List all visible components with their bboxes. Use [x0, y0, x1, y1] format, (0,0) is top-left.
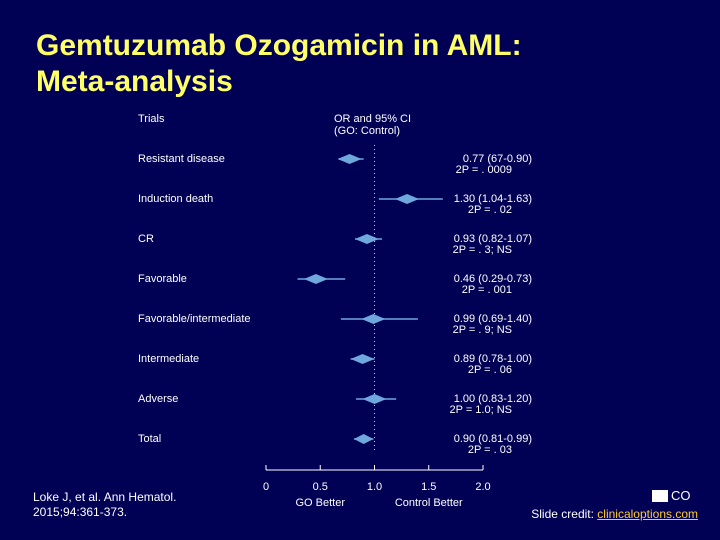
- p-value-text: 2P = . 02: [468, 204, 512, 216]
- or-ci-text: 1.00 (0.83-1.20): [454, 393, 532, 405]
- or-point-marker: [362, 394, 387, 404]
- or-point-marker: [395, 194, 420, 204]
- x-tick-label: 1.0: [367, 481, 382, 493]
- p-value-text: 2P = . 03: [468, 444, 512, 456]
- column-header-or-line1: OR and 95% CI: [334, 113, 411, 125]
- slide-title-line1: Gemtuzumab Ozogamicin in AML:: [36, 29, 522, 62]
- row-label: Induction death: [138, 193, 213, 205]
- slide-title-line2: Meta-analysis: [36, 65, 233, 98]
- row-label: CR: [138, 233, 154, 245]
- or-ci-text: 0.93 (0.82-1.07): [454, 233, 532, 245]
- column-header-trials: Trials: [138, 113, 165, 125]
- p-value-text: 2P = . 3; NS: [453, 244, 512, 256]
- row-label: Resistant disease: [138, 153, 225, 165]
- p-value-text: 2P = 1.0; NS: [450, 404, 512, 416]
- or-point-marker: [354, 234, 379, 244]
- p-value-text: 2P = . 9; NS: [453, 324, 512, 336]
- x-tick-label: 2.0: [475, 481, 490, 493]
- or-point-marker: [353, 434, 374, 444]
- slide-title: Gemtuzumab Ozogamicin in AML: Meta-analy…: [36, 28, 522, 100]
- citation-line1: Loke J, et al. Ann Hematol.: [33, 490, 177, 504]
- x-label-go-better: GO Better: [295, 497, 345, 509]
- logo-box-icon: [652, 490, 668, 502]
- x-label-control-better: Control Better: [395, 497, 463, 509]
- or-ci-text: 0.77 (67-0.90): [463, 153, 532, 165]
- x-tick-label: 0: [263, 481, 269, 493]
- logo-text: CO: [671, 488, 691, 503]
- row-label: Favorable: [138, 273, 187, 285]
- or-point-marker: [350, 354, 375, 364]
- row-label: Total: [138, 433, 161, 445]
- p-value-text: 2P = . 001: [462, 284, 512, 296]
- citation: Loke J, et al. Ann Hematol. 2015;94:361-…: [33, 490, 176, 520]
- or-point-marker: [361, 314, 386, 324]
- row-label: Intermediate: [138, 353, 199, 365]
- x-tick-label: 1.5: [421, 481, 436, 493]
- clinical-options-logo: CO: [652, 489, 698, 503]
- p-value-text: 2P = . 0009: [456, 164, 512, 176]
- or-ci-text: 0.90 (0.81-0.99): [454, 433, 532, 445]
- or-point-marker: [337, 154, 362, 164]
- credit-prefix: Slide credit:: [531, 507, 598, 521]
- slide-credit: Slide credit: clinicaloptions.com: [531, 507, 698, 521]
- citation-line2: 2015;94:361-373.: [33, 505, 128, 519]
- or-ci-text: 1.30 (1.04-1.63): [454, 193, 532, 205]
- row-label: Adverse: [138, 393, 178, 405]
- row-label: Favorable/intermediate: [138, 313, 251, 325]
- or-ci-text: 0.89 (0.78-1.00): [454, 353, 532, 365]
- or-ci-text: 0.46 (0.29-0.73): [454, 273, 532, 285]
- or-point-marker: [303, 274, 328, 284]
- p-value-text: 2P = . 06: [468, 364, 512, 376]
- credit-link[interactable]: clinicaloptions.com: [597, 507, 698, 521]
- column-header-or-line2: (GO: Control): [334, 125, 400, 137]
- x-tick-label: 0.5: [313, 481, 328, 493]
- or-ci-text: 0.99 (0.69-1.40): [454, 313, 532, 325]
